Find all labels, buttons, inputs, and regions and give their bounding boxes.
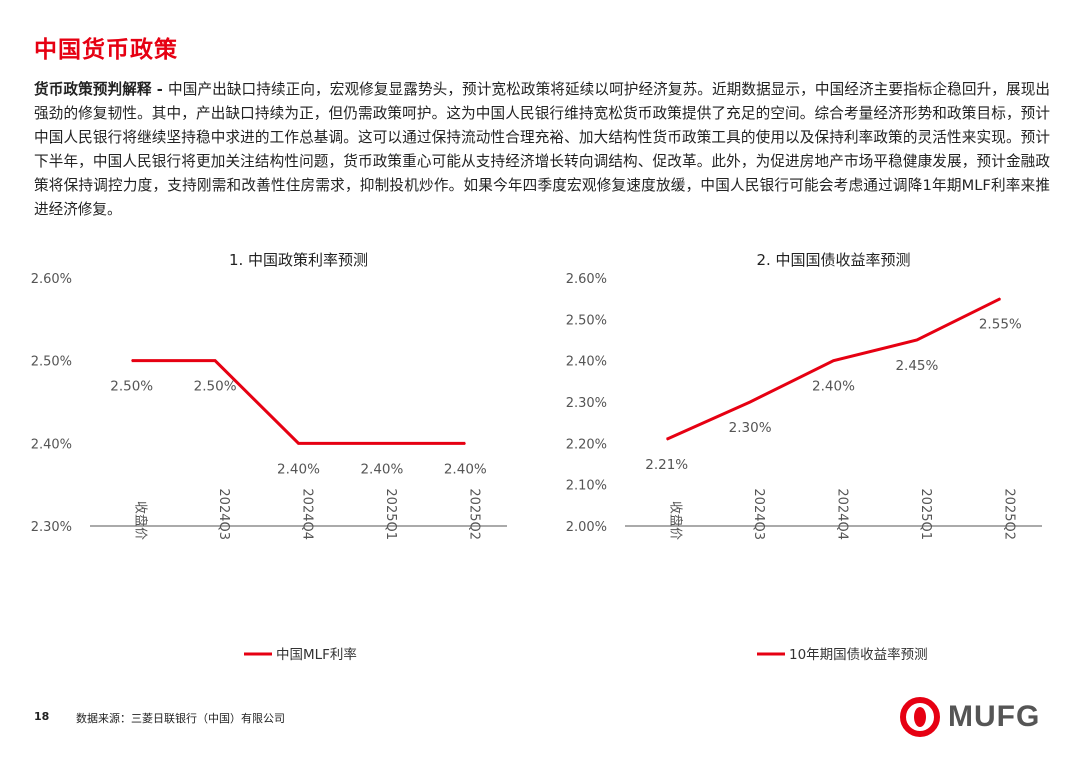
policy-rate-chart: 1. 中国政策利率预测 2.30% 2.40% 2.50% 2.60% 收盘价 2024Q3…	[10, 244, 520, 684]
x-category-label: 收盘价	[668, 501, 684, 540]
x-category-label: 2025Q2	[1001, 488, 1016, 540]
data-point	[833, 360, 834, 362]
data-label: 2.50%	[194, 379, 237, 395]
y-tick-label: 2.30%	[31, 520, 72, 535]
data-point	[298, 442, 299, 444]
commentary-lead: 货币政策预判解释 -	[34, 81, 169, 98]
y-tick-label: 2.10%	[566, 479, 607, 494]
data-point	[131, 360, 133, 362]
x-category-label: 2024Q4	[300, 488, 315, 540]
x-category-label: 2025Q1	[918, 488, 933, 540]
legend-label: 中国MLF利率	[276, 646, 357, 663]
data-point	[214, 360, 216, 362]
mufg-logo-mark-icon	[900, 697, 940, 737]
commentary: 货币政策预判解释 - 中国产出缺口持续正向，宏观修复显露势头，预计宽松政策将延续…	[34, 78, 1050, 222]
data-label: 2.55%	[979, 317, 1022, 333]
y-tick-label: 2.00%	[566, 520, 607, 535]
data-label: 2.40%	[812, 379, 855, 395]
mufg-logo-text: MUFG	[948, 700, 1041, 733]
data-label: 2.50%	[110, 379, 153, 395]
commentary-body: 中国产出缺口持续正向，宏观修复显露势头，预计宽松政策将延续以呵护经济复苏。近期数…	[34, 81, 1050, 218]
x-category-label: 2025Q1	[383, 488, 398, 540]
bond-yield-chart-title: 2. 中国国债收益率预测	[756, 251, 910, 269]
policy-rate-chart-svg: 1. 中国政策利率预测 2.30% 2.40% 2.50% 2.60% 收盘价 2024Q3…	[31, 251, 507, 663]
data-source: 数据来源：三菱日联银行（中国）有限公司	[76, 712, 285, 725]
bond-yield-series-line	[666, 297, 1001, 441]
page-title: 中国货币政策	[34, 37, 178, 63]
policy-rate-series-line	[131, 359, 466, 445]
x-category-label: 收盘价	[133, 501, 149, 540]
x-category-label: 2024Q4	[835, 488, 850, 540]
data-label: 2.45%	[895, 358, 938, 374]
data-label: 2.30%	[729, 420, 772, 436]
mufg-logo: MUFG	[900, 697, 1040, 737]
data-point	[666, 438, 668, 440]
data-point	[999, 298, 1001, 300]
y-tick-label: 2.50%	[31, 355, 72, 370]
y-tick-label: 2.50%	[566, 313, 607, 328]
data-label: 2.40%	[277, 461, 320, 477]
data-point	[749, 401, 751, 403]
legend-label: 10年期国债收益率预测	[789, 646, 928, 663]
y-tick-label: 2.40%	[31, 437, 72, 452]
x-category-label: 2025Q2	[466, 488, 481, 540]
data-point	[381, 442, 383, 444]
data-point	[464, 442, 466, 444]
data-label: 2.40%	[360, 461, 403, 477]
data-label: 2.21%	[645, 457, 688, 473]
bond-yield-chart-svg: 2. 中国国债收益率预测 2.00% 2.10% 2.20% 2.30% 2.40% 2.5…	[566, 251, 1042, 663]
data-point	[916, 339, 918, 341]
y-tick-label: 2.60%	[31, 272, 72, 287]
bond-yield-chart: 2. 中国国债收益率预测 2.00% 2.10% 2.20% 2.30% 2.40% 2.5…	[545, 244, 1055, 684]
y-tick-label: 2.30%	[566, 396, 607, 411]
y-tick-label: 2.20%	[566, 437, 607, 452]
data-label: 2.40%	[444, 461, 487, 477]
y-tick-label: 2.40%	[566, 355, 607, 370]
x-category-label: 2024Q3	[751, 488, 766, 540]
page-number: 18	[34, 710, 50, 723]
policy-rate-chart-title: 1. 中国政策利率预测	[229, 251, 368, 269]
x-category-label: 2024Q3	[216, 488, 231, 540]
y-tick-label: 2.60%	[566, 272, 607, 287]
